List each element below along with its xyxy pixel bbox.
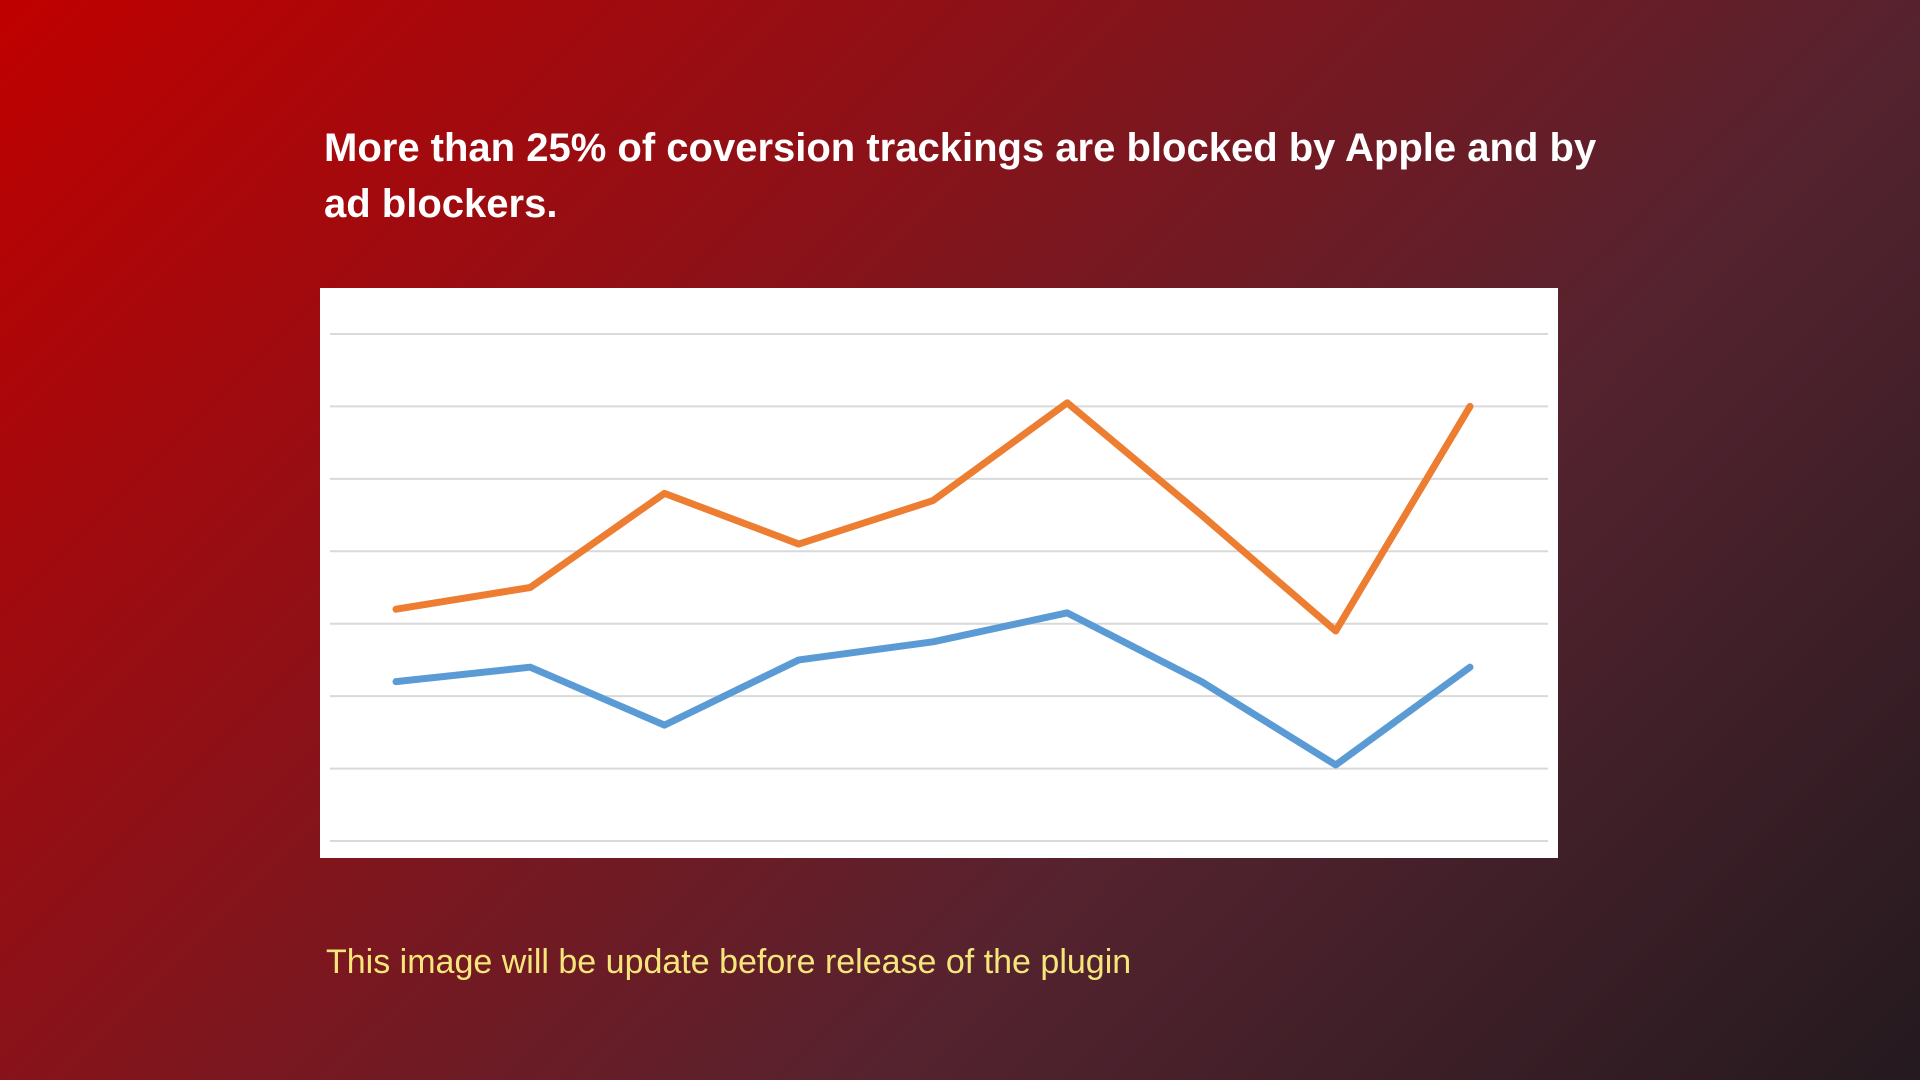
chart-card (320, 288, 1558, 858)
footnote-text: This image will be update before release… (326, 943, 1132, 981)
series-line-0 (392, 609, 1474, 769)
line-chart (330, 333, 1548, 842)
series-line-1 (392, 399, 1474, 635)
chart-gridlines (330, 333, 1548, 842)
page-title: More than 25% of coversion trackings are… (324, 126, 1597, 226)
chart-series (392, 399, 1474, 769)
